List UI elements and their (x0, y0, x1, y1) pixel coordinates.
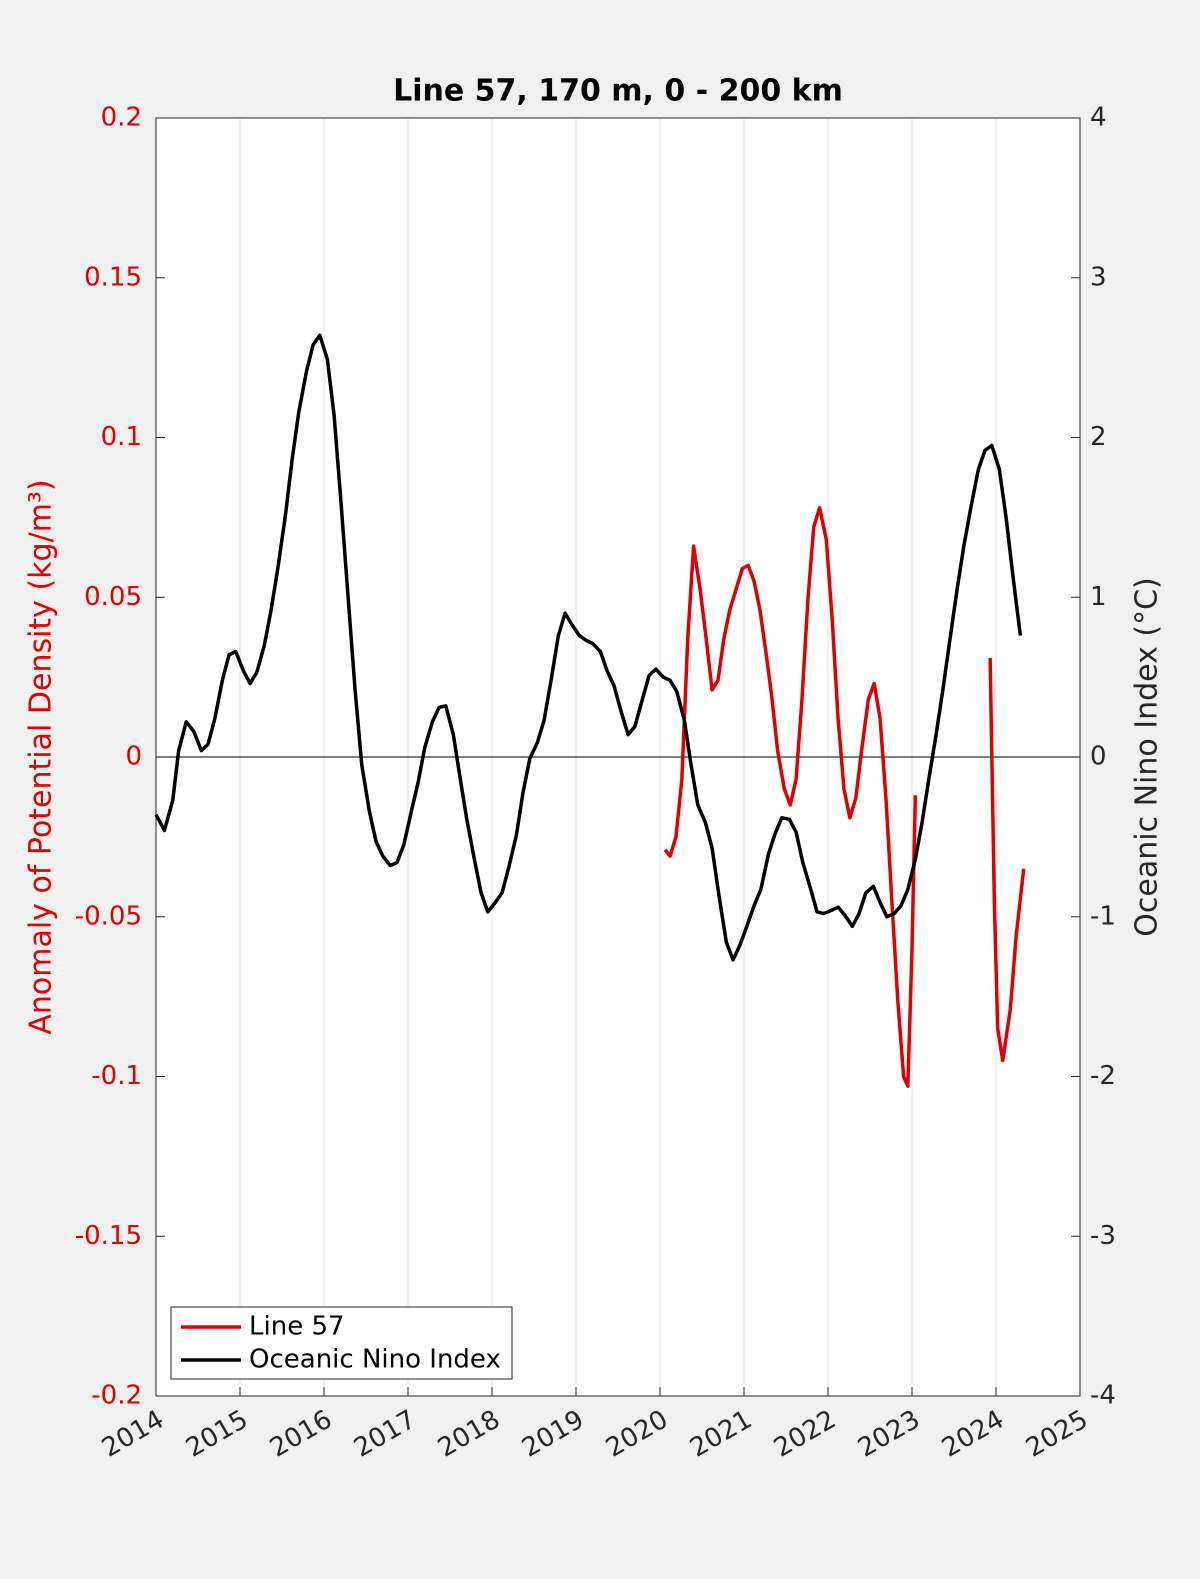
y2-tick-label: 3 (1090, 262, 1107, 292)
y-tick-label: -0.1 (91, 1061, 142, 1091)
y2-tick-label: -4 (1090, 1381, 1116, 1411)
y2-tick-label: -1 (1090, 901, 1116, 931)
y-tick-label: -0.05 (75, 901, 142, 931)
y2-tick-label: 4 (1090, 103, 1107, 133)
y-tick-label: 0.1 (101, 422, 142, 452)
y-tick-label: 0.2 (101, 103, 142, 133)
y2-axis-label: Oceanic Nino Index (°C) (1130, 577, 1165, 937)
chart-title: Line 57, 170 m, 0 - 200 km (393, 74, 843, 109)
y-tick-label: -0.2 (91, 1381, 142, 1411)
data-line (154, 333, 1023, 962)
legend-label: Line 57 (249, 1312, 345, 1342)
y2-tick-label: 1 (1090, 582, 1107, 612)
y2-tick-label: -3 (1090, 1221, 1116, 1251)
y2-tick-label: 2 (1090, 422, 1107, 452)
legend-box (170, 1306, 513, 1380)
y-tick-label: 0 (125, 742, 142, 772)
y2-tick-label: 0 (1090, 742, 1107, 772)
data-line (663, 506, 1026, 1088)
y-tick-label: -0.15 (75, 1221, 142, 1251)
axes-box (155, 117, 1081, 1397)
y-tick-label: 0.15 (84, 262, 142, 292)
y-tick-label: 0.05 (84, 582, 142, 612)
y2-tick-label: -2 (1090, 1061, 1116, 1091)
legend-label: Oceanic Nino Index (249, 1345, 501, 1375)
y-axis-label: Anomaly of Potential Density (kg/m³) (24, 479, 59, 1034)
